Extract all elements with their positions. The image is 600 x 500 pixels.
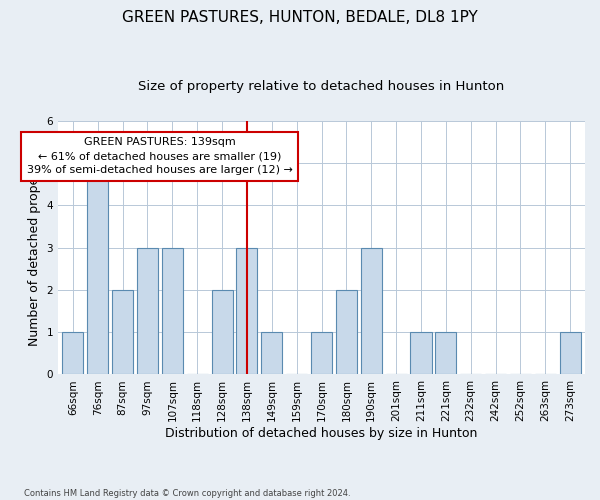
Bar [560,332,581,374]
Bar [112,290,133,374]
Bar [87,163,109,374]
Text: GREEN PASTURES: 139sqm
← 61% of detached houses are smaller (19)
39% of semi-det: GREEN PASTURES: 139sqm ← 61% of detached… [27,138,293,175]
Bar [137,248,158,374]
Bar [311,332,332,374]
Bar [336,290,357,374]
Bar [62,332,83,374]
X-axis label: Distribution of detached houses by size in Hunton: Distribution of detached houses by size … [166,427,478,440]
Bar [162,248,183,374]
Text: Contains HM Land Registry data © Crown copyright and database right 2024.: Contains HM Land Registry data © Crown c… [24,488,350,498]
Bar [410,332,431,374]
Bar [236,248,257,374]
Bar [435,332,457,374]
Text: GREEN PASTURES, HUNTON, BEDALE, DL8 1PY: GREEN PASTURES, HUNTON, BEDALE, DL8 1PY [122,10,478,25]
Y-axis label: Number of detached properties: Number of detached properties [28,149,41,346]
Bar [261,332,283,374]
Title: Size of property relative to detached houses in Hunton: Size of property relative to detached ho… [139,80,505,93]
Bar [212,290,233,374]
Bar [361,248,382,374]
